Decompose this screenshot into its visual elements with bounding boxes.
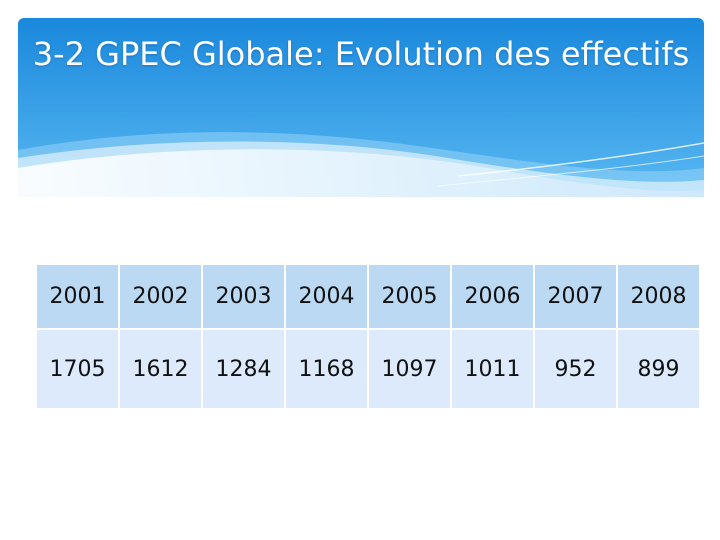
- year-cell: 2006: [451, 265, 535, 329]
- year-cell: 2001: [37, 265, 120, 329]
- year-cell: 2008: [617, 265, 699, 329]
- value-cell: 1705: [37, 328, 120, 408]
- banner-graphic: [18, 18, 704, 200]
- year-cell: 2005: [368, 265, 452, 329]
- slide-title: 3-2 GPEC Globale: Evolution des effectif…: [32, 35, 690, 73]
- value-row: 1705 1612 1284 1168 1097 1011 952 899: [37, 328, 699, 408]
- value-cell: 1284: [202, 328, 286, 408]
- year-row: 2001 2002 2003 2004 2005 2006 2007 2008: [37, 265, 699, 329]
- value-cell: 1011: [451, 328, 535, 408]
- year-cell: 2004: [285, 265, 369, 329]
- year-cell: 2003: [202, 265, 286, 329]
- value-cell: 899: [617, 328, 699, 408]
- value-cell: 1097: [368, 328, 452, 408]
- year-cell: 2007: [534, 265, 618, 329]
- title-banner: [18, 18, 704, 200]
- value-cell: 1168: [285, 328, 369, 408]
- year-cell: 2002: [119, 265, 203, 329]
- workforce-table: 2001 2002 2003 2004 2005 2006 2007 2008 …: [37, 265, 699, 408]
- value-cell: 952: [534, 328, 618, 408]
- value-cell: 1612: [119, 328, 203, 408]
